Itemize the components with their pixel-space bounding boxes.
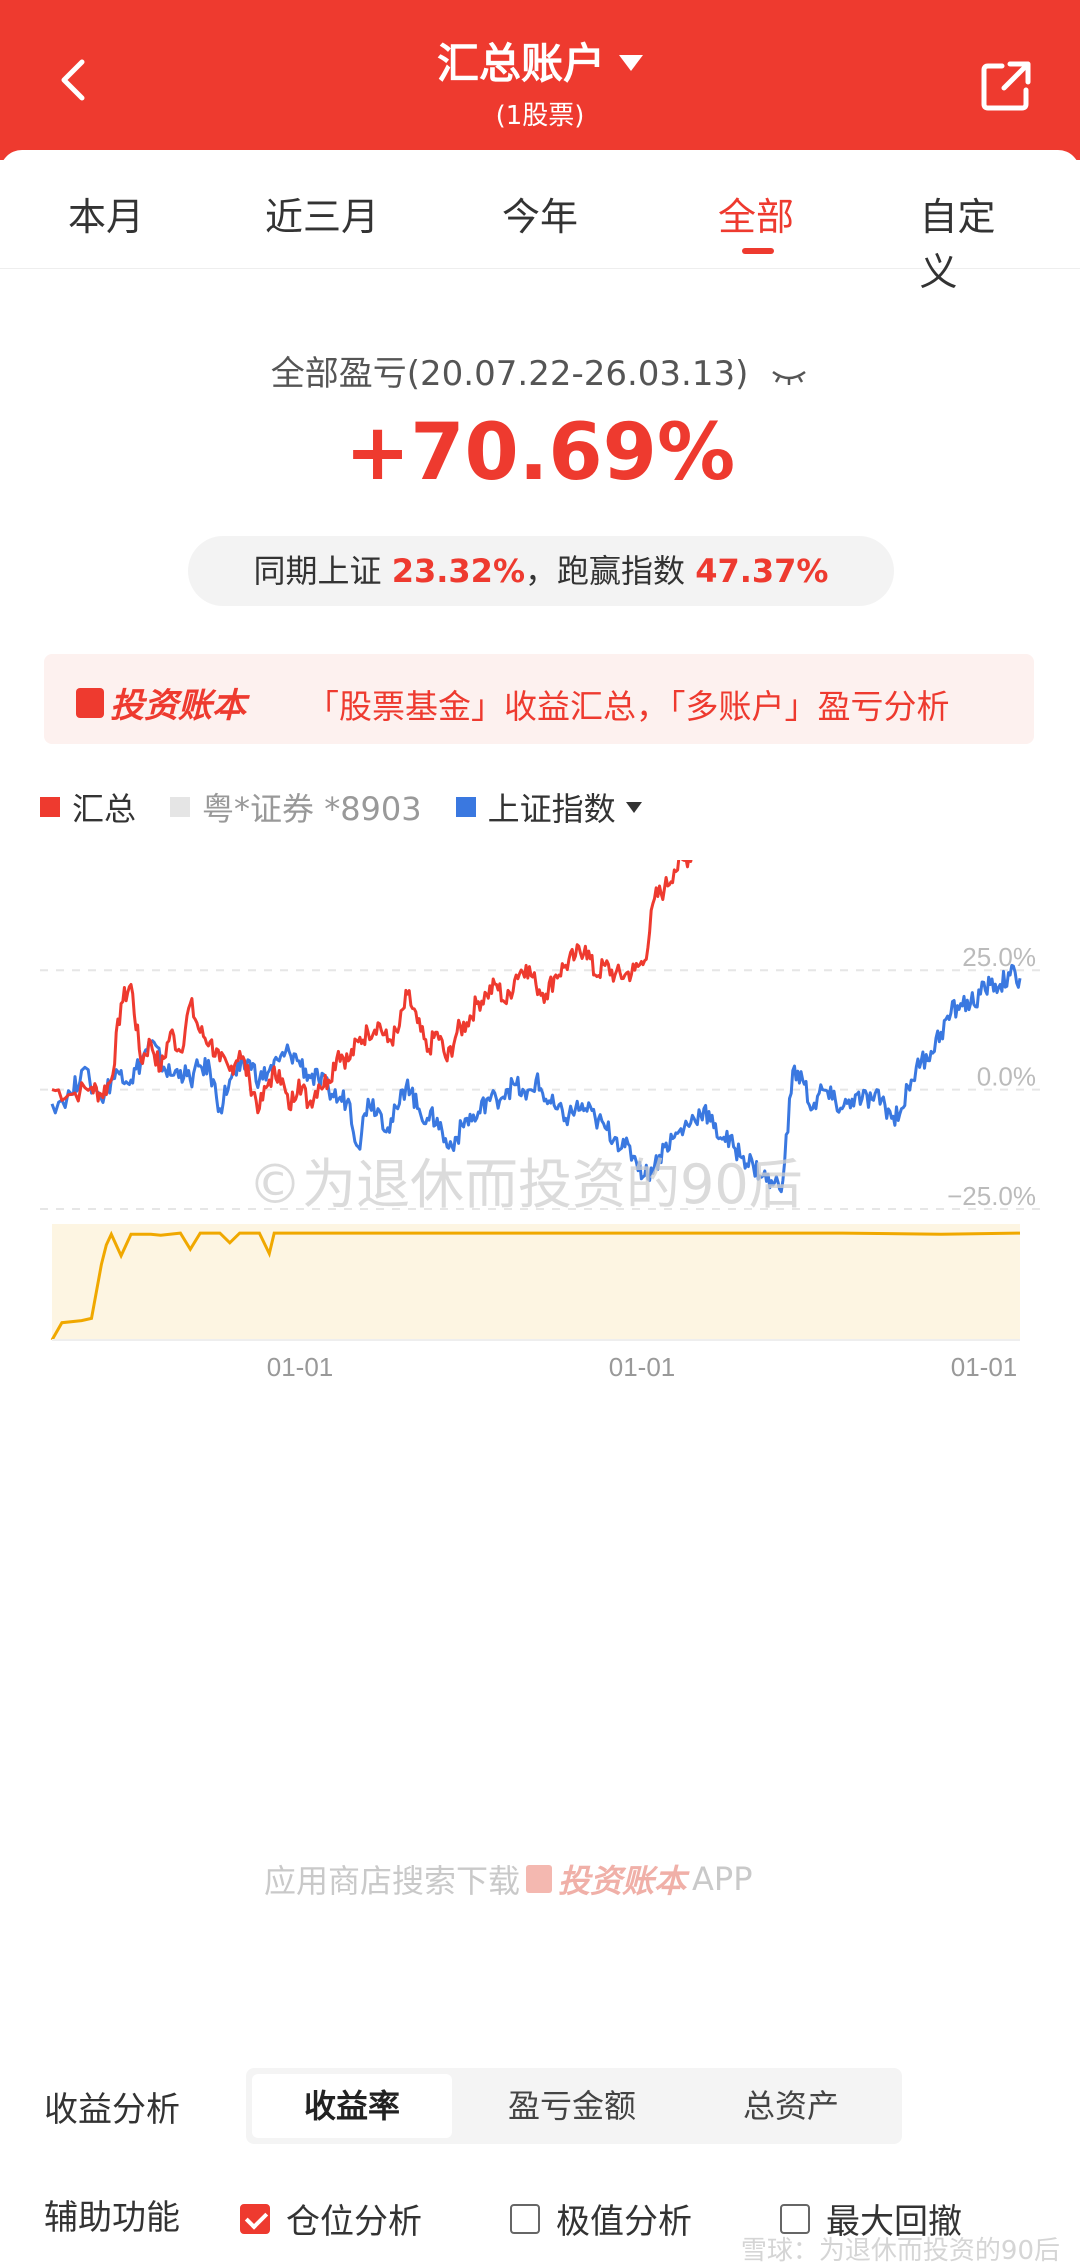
tab-custom[interactable]: 自定义	[919, 195, 996, 294]
checkbox-checked-icon	[240, 2203, 270, 2234]
ledger-logo-icon	[76, 687, 104, 718]
share-external-icon[interactable]	[976, 56, 1036, 116]
summary-label: 全部盈亏(20.07.22-26.03.13)	[270, 354, 749, 394]
page-subtitle: (1股票)	[495, 101, 585, 131]
series-line-index	[50, 963, 1022, 1194]
position-panel-bg	[52, 1224, 1020, 1340]
banner-text: 「股票基金」收益汇总，「多账户」盈亏分析	[306, 687, 950, 726]
watermark-prefix: 应用商店搜索下载	[264, 1862, 521, 1900]
account-title-area[interactable]: 汇总账户 (1股票)	[0, 30, 1080, 132]
eye-closed-icon[interactable]	[769, 364, 809, 388]
index-compare-pill: 同期上证 23.32%，跑赢指数 47.37%	[188, 536, 894, 606]
series-line-position	[50, 1230, 1021, 1341]
return-chart[interactable]: 100.0%75.0%50.0%25.0%0.0%−25.0%73.26%01-…	[0, 860, 1080, 1990]
chart-watermark: ©为退休而投资的90后	[248, 1153, 803, 1216]
checkbox-max-drawdown[interactable]: 最大回撤	[780, 2194, 962, 2243]
app-logo-text: 投资账本	[110, 686, 246, 726]
footer-watermark: 雪球：为退休而投资的90后	[740, 2236, 1060, 2266]
assist-label: 辅助功能	[44, 2198, 180, 2238]
legend-label: 汇总	[72, 790, 137, 828]
total-return-value: +70.69%	[344, 408, 736, 498]
compare-prefix: 同期上证	[253, 552, 382, 590]
series-line-total	[51, 860, 693, 1115]
checkbox-empty-icon	[780, 2203, 810, 2234]
tab-three-months[interactable]: 近三月	[264, 195, 380, 239]
y-tick-label: 25.0%	[962, 942, 1036, 972]
period-tabs: 本月 近三月 今年 全部 自定义	[0, 150, 1080, 294]
legend-swatch	[455, 797, 476, 817]
checkbox-extreme-analysis[interactable]: 极值分析	[510, 2194, 692, 2243]
legend-label: 粤*证券 *8903	[202, 790, 422, 828]
tab-all[interactable]: 全部	[717, 195, 795, 239]
outperform-value: 47.37%	[695, 552, 829, 590]
legend-item-index[interactable]: 上证指数	[455, 784, 642, 830]
checkbox-empty-icon	[510, 2203, 540, 2234]
analysis-segmented-control: 收益率 盈亏金额 总资产	[246, 2068, 902, 2144]
seg-pnl-amount[interactable]: 盈亏金额	[507, 2087, 636, 2125]
y-tick-label: −25.0%	[947, 1181, 1036, 1211]
legend-item-total[interactable]: 汇总	[40, 784, 136, 830]
promo-banner[interactable]: 投资账本 「股票基金」收益汇总，「多账户」盈亏分析	[44, 654, 1034, 744]
checkbox-label: 极值分析	[556, 2202, 692, 2242]
summary-label-row: 全部盈亏(20.07.22-26.03.13)	[0, 346, 1080, 395]
checkbox-label: 仓位分析	[286, 2202, 422, 2242]
legend-label: 上证指数	[487, 790, 616, 828]
index-dropdown-icon	[625, 801, 642, 813]
x-tick-label: 01-01	[267, 1352, 334, 1382]
checkbox-position-analysis[interactable]: 仓位分析	[240, 2194, 422, 2243]
app-logo: 投资账本	[76, 678, 246, 727]
index-return-value: 23.32%	[391, 552, 525, 590]
ledger-logo-icon	[526, 1865, 553, 1893]
watermark-suffix: APP	[692, 1860, 753, 1898]
watermark-logo: 投资账本	[558, 1862, 687, 1900]
chevron-left-icon[interactable]	[48, 52, 104, 108]
legend-swatch	[170, 797, 191, 817]
x-tick-label: 01-01	[951, 1352, 1018, 1382]
seg-total-assets[interactable]: 总资产	[742, 2087, 839, 2125]
tab-this-year[interactable]: 今年	[501, 195, 579, 239]
analysis-label: 收益分析	[44, 2090, 180, 2130]
compare-mid: ，跑赢指数	[525, 552, 686, 590]
tab-this-month[interactable]: 本月	[67, 195, 145, 239]
header: 汇总账户 (1股票)	[0, 0, 1080, 160]
chart-legend: 汇总 粤*证券 *8903 上证指数	[40, 784, 676, 830]
x-tick-label: 01-01	[609, 1352, 676, 1382]
seg-return-rate[interactable]: 收益率	[252, 2074, 452, 2138]
legend-item-broker[interactable]: 粤*证券 *8903	[170, 784, 422, 830]
position-panel-watermark: 应用商店搜索下载 投资账本 APP	[264, 1856, 753, 1902]
legend-swatch	[40, 797, 60, 817]
y-tick-label: 0.0%	[977, 1062, 1036, 1092]
active-tab-indicator	[742, 248, 774, 254]
checkbox-label: 最大回撤	[826, 2202, 962, 2242]
dropdown-caret-icon	[619, 54, 643, 71]
page-title: 汇总账户	[436, 39, 605, 88]
